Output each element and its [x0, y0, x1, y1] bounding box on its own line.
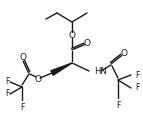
Polygon shape [51, 63, 72, 75]
Text: F: F [20, 103, 24, 111]
Text: O: O [121, 49, 128, 57]
Text: O: O [34, 76, 41, 84]
Text: F: F [5, 89, 9, 99]
Text: O: O [84, 40, 91, 49]
Text: F: F [5, 77, 9, 87]
Text: F: F [135, 83, 139, 93]
Text: O: O [19, 54, 26, 62]
Text: HN: HN [94, 67, 107, 77]
Text: O: O [68, 30, 76, 40]
Text: F: F [135, 71, 139, 79]
Text: F: F [116, 100, 120, 109]
